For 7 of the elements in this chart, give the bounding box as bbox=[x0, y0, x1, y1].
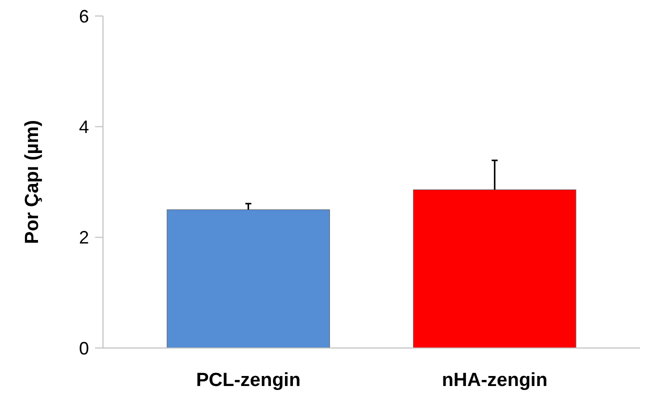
y-axis-title: Por Çapı (µm) bbox=[22, 120, 43, 244]
x-tick-label: nHA-zengin bbox=[442, 370, 548, 391]
y-tick-label: 6 bbox=[78, 6, 89, 26]
y-tick-label: 0 bbox=[78, 338, 89, 358]
y-tick-label: 2 bbox=[78, 228, 89, 248]
x-tick-label: PCL-zengin bbox=[196, 370, 301, 391]
y-tick-label: 4 bbox=[78, 116, 89, 137]
